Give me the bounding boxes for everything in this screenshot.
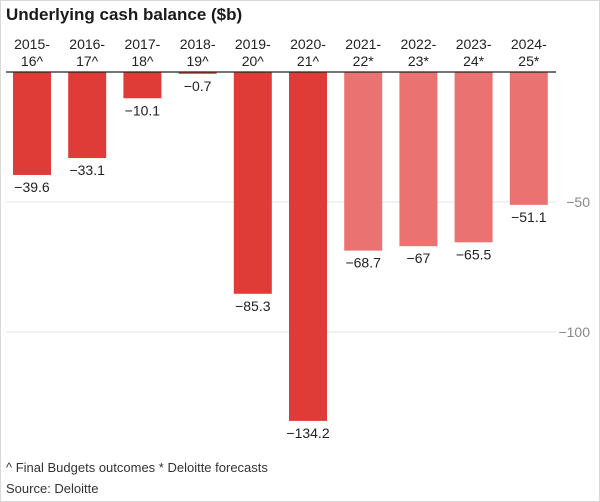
value-label: −10.1 [125, 102, 161, 118]
bar [178, 72, 217, 74]
x-tick-label: 16^ [21, 53, 44, 69]
x-tick-label: 18^ [131, 53, 154, 69]
bar [123, 72, 162, 99]
value-label: −51.1 [511, 209, 547, 225]
bar-chart: −50 −100 −39.6 2015-16^ −33.1 2016-17^ −10.1 20… [6, 36, 590, 441]
value-label: −33.1 [69, 162, 105, 178]
x-tick-label: 2015- [14, 36, 50, 52]
bar [454, 72, 493, 243]
x-tick-label: 2018- [180, 36, 216, 52]
x-tick-label: 25* [518, 53, 540, 69]
value-label: −85.3 [235, 298, 271, 314]
value-label: −68.7 [345, 255, 381, 271]
value-label: −134.2 [286, 425, 329, 441]
x-tick-label: 22* [353, 53, 375, 69]
y-tick-label: −100 [558, 324, 590, 340]
x-tick-label: 24* [463, 53, 485, 69]
value-label: −67 [407, 250, 431, 266]
chart-title: Underlying cash balance ($b) [6, 5, 243, 24]
value-label: −39.6 [14, 179, 50, 195]
x-tick-label: 17^ [76, 53, 99, 69]
footnote: ^ Final Budgets outcomes * Deloitte fore… [6, 460, 268, 475]
x-tick-label: 2019- [235, 36, 271, 52]
x-tick-label: 23* [408, 53, 430, 69]
bar [344, 72, 383, 251]
bar [399, 72, 438, 247]
bar [233, 72, 272, 294]
x-tick-label: 19^ [187, 53, 210, 69]
x-tick-label: 2017- [124, 36, 160, 52]
x-tick-label: 21^ [297, 53, 320, 69]
x-tick-label: 2016- [69, 36, 105, 52]
bar [509, 72, 548, 205]
x-tick-label: 2020- [290, 36, 326, 52]
value-label: −65.5 [456, 246, 492, 262]
bar [289, 72, 327, 421]
x-tick-label: 2021- [345, 36, 381, 52]
source-note: Source: Deloitte [6, 481, 99, 496]
x-tick-label: 2023- [456, 36, 492, 52]
x-tick-label: 2022- [400, 36, 436, 52]
x-tick-label: 20^ [242, 53, 265, 69]
value-label: −0.7 [184, 78, 212, 94]
x-tick-label: 2024- [511, 36, 547, 52]
y-tick-label: −50 [566, 194, 590, 210]
bar [13, 72, 51, 175]
bar [68, 72, 107, 159]
